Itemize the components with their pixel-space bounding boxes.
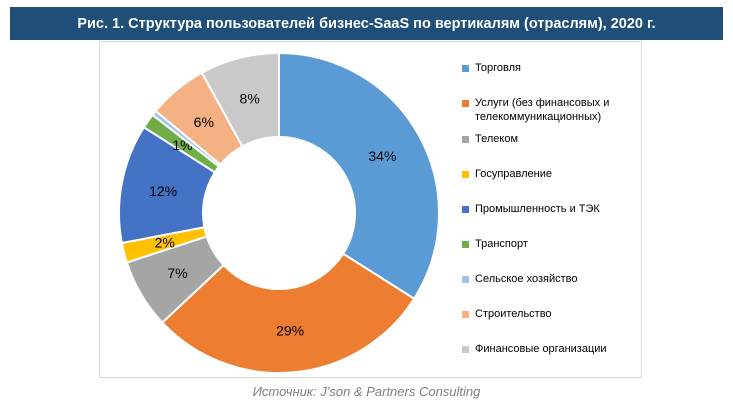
legend-item: Финансовые организации [462, 342, 640, 356]
legend-item: Телеком [462, 132, 640, 146]
legend-swatch [462, 100, 469, 107]
chart-frame: 34% 29% 7% 2% 12% 1% 6% 8% Торговля Услуги (без … [99, 41, 642, 378]
slice-label: 2% [155, 234, 175, 250]
slice-label: 29% [276, 322, 304, 338]
chart-title: Рис. 1. Структура пользователей бизнес-S… [10, 7, 723, 40]
legend-swatch [462, 136, 469, 143]
legend-item: Транспорт [462, 237, 640, 251]
slice-label: 8% [240, 91, 260, 107]
legend-label: Торговля [475, 62, 521, 74]
legend-item: Госуправление [462, 167, 640, 181]
legend-item: Услуги (без финансовых и телекоммуникаци… [462, 96, 640, 124]
legend-swatch [462, 311, 469, 318]
legend-label: Сельское хозяйство [475, 273, 578, 285]
legend-item: Сельское хозяйство [462, 272, 640, 286]
legend-swatch [462, 346, 469, 353]
legend-label: Строительство [475, 308, 552, 320]
slice-label: 12% [149, 183, 177, 199]
legend-item: Торговля [462, 61, 640, 75]
legend-item: Промышленность и ТЭК [462, 202, 640, 216]
legend-swatch [462, 206, 469, 213]
donut-slice [160, 252, 416, 374]
donut-slice [278, 51, 440, 301]
legend-label: Финансовые организации [475, 343, 607, 355]
donut-slice [200, 51, 280, 148]
legend-label: Телеком [475, 133, 519, 145]
source-note: Источник: J’son & Partners Consulting [252, 384, 481, 399]
legend-label: Госуправление [475, 168, 552, 180]
legend-swatch [462, 65, 469, 72]
legend-label: Услуги (без финансовых и телекоммуникаци… [475, 97, 610, 123]
slice-label: 6% [194, 114, 214, 130]
donut-chart: 34%29%7%2%12%1%6%8% [118, 51, 440, 374]
legend-swatch [462, 241, 469, 248]
legend-swatch [462, 171, 469, 178]
legend-swatch [462, 276, 469, 283]
legend-label: Транспорт [475, 238, 528, 250]
slice-label: 34% [368, 148, 396, 164]
slice-label: 7% [167, 265, 187, 281]
legend-label: Промышленность и ТЭК [475, 203, 600, 215]
legend-item: Строительство [462, 307, 640, 321]
